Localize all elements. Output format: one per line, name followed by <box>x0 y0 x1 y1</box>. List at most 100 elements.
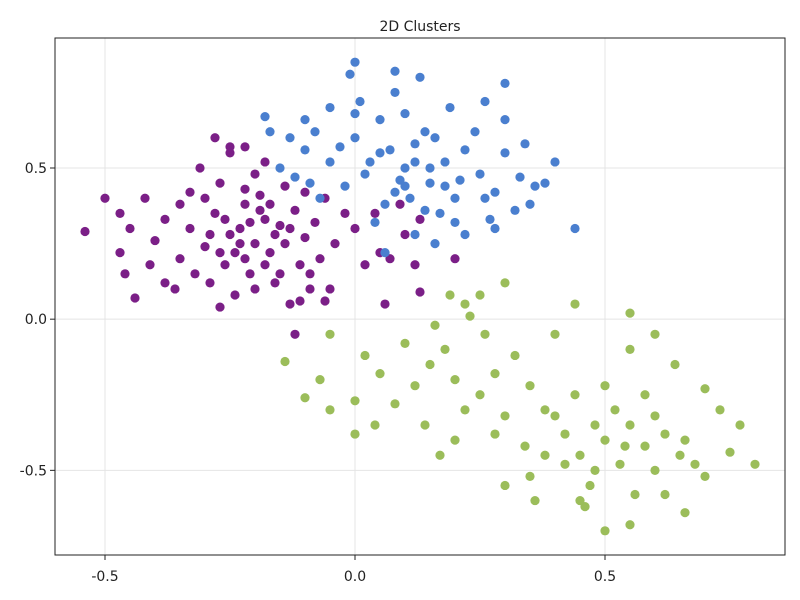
data-point <box>370 208 380 218</box>
data-point <box>485 214 495 225</box>
data-point <box>380 299 390 309</box>
data-point <box>310 217 320 228</box>
data-point <box>650 465 660 475</box>
data-point <box>190 269 200 279</box>
data-point <box>435 450 445 460</box>
data-point <box>515 172 525 182</box>
data-point <box>625 308 635 318</box>
x-tick-label: 0.0 <box>344 569 366 585</box>
data-point <box>460 299 470 309</box>
data-point <box>440 344 450 355</box>
data-point <box>265 199 275 209</box>
data-point <box>120 269 130 279</box>
data-point <box>465 311 475 321</box>
data-point <box>280 356 290 367</box>
data-point <box>260 157 270 167</box>
data-point <box>390 187 400 197</box>
data-point <box>625 344 635 355</box>
data-point <box>325 102 335 113</box>
data-point <box>585 480 595 491</box>
data-point <box>340 181 350 191</box>
data-point <box>440 181 450 191</box>
data-point <box>200 242 210 252</box>
data-point <box>750 459 760 469</box>
grid <box>55 38 785 555</box>
data-point <box>570 390 580 400</box>
data-points <box>80 57 760 536</box>
data-point <box>345 69 355 79</box>
data-point <box>385 254 395 264</box>
x-tick-label: 0.5 <box>594 569 616 585</box>
data-point <box>650 411 660 421</box>
data-point <box>680 435 690 445</box>
data-point <box>365 157 375 167</box>
data-point <box>570 223 580 234</box>
data-point <box>315 375 325 385</box>
data-point <box>640 390 650 400</box>
data-point <box>235 238 245 249</box>
data-point <box>650 329 660 339</box>
data-point <box>260 214 270 225</box>
data-point <box>355 96 365 107</box>
x-tick-label: -0.5 <box>91 569 118 585</box>
data-point <box>450 193 460 203</box>
data-point <box>480 193 490 203</box>
data-point <box>700 471 710 481</box>
data-point <box>490 223 500 234</box>
data-point <box>300 145 310 155</box>
data-point <box>455 175 465 185</box>
data-point <box>445 102 455 113</box>
data-point <box>215 248 225 258</box>
data-point <box>570 299 580 309</box>
data-point <box>115 208 125 218</box>
data-point <box>530 181 540 191</box>
data-point <box>325 329 335 339</box>
data-point <box>210 208 220 218</box>
data-point <box>320 296 330 306</box>
data-point <box>215 178 225 188</box>
data-point <box>300 187 310 197</box>
data-point <box>540 450 550 460</box>
data-point <box>225 142 235 152</box>
data-point <box>290 329 300 339</box>
data-point <box>415 72 425 82</box>
data-point <box>325 405 335 415</box>
data-point <box>230 290 240 300</box>
data-point <box>215 302 225 312</box>
data-point <box>370 420 380 430</box>
data-point <box>270 229 280 240</box>
data-point <box>500 278 510 288</box>
data-point <box>340 208 350 218</box>
data-point <box>140 193 150 203</box>
data-point <box>615 459 625 469</box>
data-point <box>560 429 570 439</box>
data-point <box>245 269 255 279</box>
data-point <box>480 329 490 339</box>
data-point <box>275 163 285 173</box>
data-point <box>450 254 460 264</box>
data-point <box>410 260 420 270</box>
y-tick-label: 0.0 <box>25 312 47 328</box>
data-point <box>700 384 710 394</box>
data-point <box>150 235 160 246</box>
data-point <box>300 393 310 403</box>
data-point <box>540 405 550 415</box>
data-point <box>255 190 265 200</box>
data-point <box>670 359 680 370</box>
data-point <box>375 368 385 379</box>
data-point <box>630 489 640 500</box>
data-point <box>235 223 245 234</box>
chart-title: 2D Clusters <box>379 19 460 35</box>
data-point <box>350 429 360 439</box>
data-point <box>590 420 600 430</box>
data-point <box>255 205 265 215</box>
data-point <box>500 148 510 158</box>
data-point <box>275 269 285 279</box>
data-point <box>175 199 185 209</box>
data-point <box>600 381 610 391</box>
data-point <box>185 223 195 234</box>
data-point <box>660 429 670 439</box>
data-point <box>415 287 425 297</box>
data-point <box>625 420 635 430</box>
